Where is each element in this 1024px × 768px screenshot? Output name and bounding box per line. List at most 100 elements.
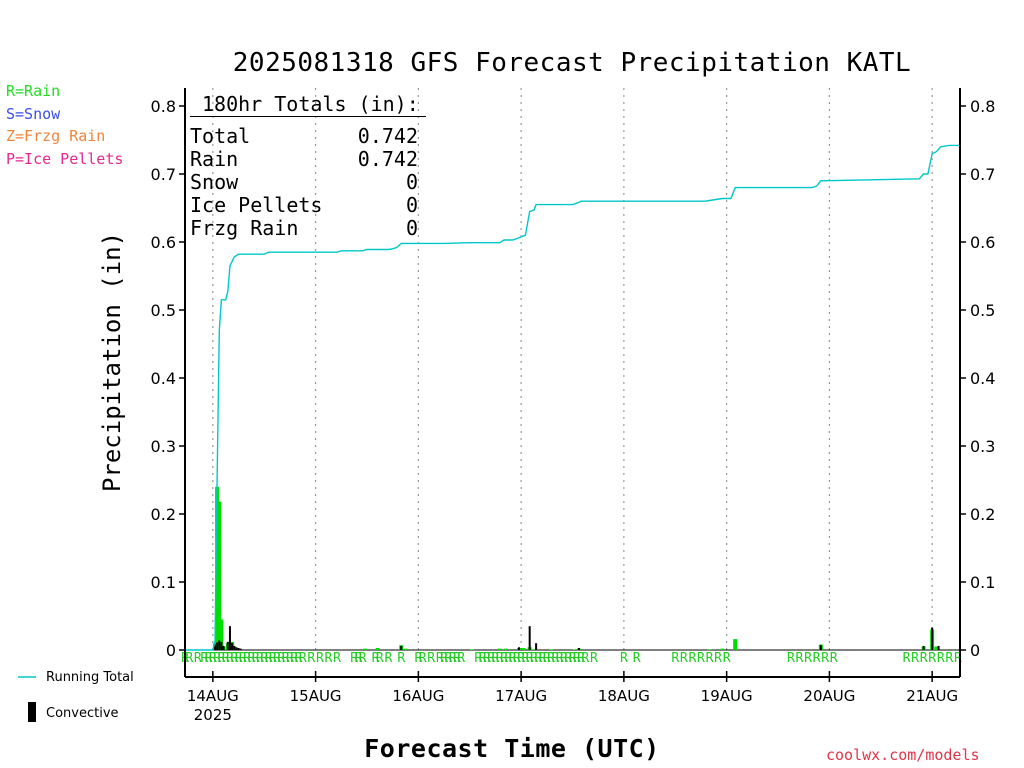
totals-underline <box>190 116 426 117</box>
precip-bars <box>212 486 939 650</box>
ptype-label: R <box>299 651 307 666</box>
ptype-label: R <box>688 651 696 666</box>
y-tick-label-left: 0 <box>166 641 176 660</box>
convective-bar <box>937 645 940 650</box>
precip-bar <box>549 649 554 650</box>
ptype-label: R <box>256 651 264 666</box>
ptype-label: R <box>359 651 367 666</box>
ptype-label: R <box>185 651 193 666</box>
x-tick-label: 21AUG <box>906 687 958 705</box>
convective-bar <box>216 642 219 650</box>
ptype-label: R <box>633 651 641 666</box>
ptype-label: R <box>577 651 585 666</box>
x-tick-label: 15AUG <box>290 687 342 705</box>
ptype-label: R <box>543 651 551 666</box>
ptype-label: R <box>620 651 628 666</box>
x-tick-label: 20AUG <box>803 687 855 705</box>
ptype-label: R <box>920 651 928 666</box>
ptype-label: R <box>911 651 919 666</box>
convective-bar <box>528 626 531 650</box>
precip-bar <box>217 501 222 650</box>
convective-bar <box>535 643 538 650</box>
x-tick-sublabel: 2025 <box>194 706 232 724</box>
y-tick-label-left: 0.4 <box>151 369 176 388</box>
ptype-label: R <box>564 651 572 666</box>
convective-bar <box>220 641 223 650</box>
ptype-label: R <box>680 651 688 666</box>
totals-label: Rain <box>190 147 239 171</box>
totals-value: 0.742 <box>357 147 418 171</box>
precip-bar <box>707 649 712 650</box>
running-total-line <box>185 144 960 651</box>
ptype-label: R <box>397 651 405 666</box>
convective-bar <box>228 626 231 650</box>
ptype-label: R <box>723 651 731 666</box>
totals-value: 0 <box>405 193 418 217</box>
precip-bar <box>215 486 220 650</box>
credit-text: coolwx.com/models <box>826 746 980 764</box>
x-tick-label: 14AUG <box>187 687 239 705</box>
ptype-label: R <box>954 651 962 666</box>
chart-title: 2025081318 GFS Forecast Precipitation KA… <box>232 48 912 78</box>
ptype-label: R <box>217 651 225 666</box>
ptype-label: R <box>286 651 294 666</box>
ptype-label: R <box>213 651 221 666</box>
x-tick-label: 18AUG <box>598 687 650 705</box>
y-tick-label-left: 0.7 <box>151 165 176 184</box>
totals-value: 0 <box>405 216 418 240</box>
precip-bar <box>497 648 502 650</box>
ptype-label: R <box>487 651 495 666</box>
precip-bar <box>362 648 367 650</box>
convective-bar <box>577 647 580 650</box>
ptype-label: R <box>671 651 679 666</box>
ptype-label: R <box>569 651 577 666</box>
ptype-label: R <box>474 651 482 666</box>
ptype-label: R <box>316 651 324 666</box>
x-tick-label: 19AUG <box>701 687 753 705</box>
convective-bar <box>213 644 216 650</box>
convective-bar <box>931 627 934 650</box>
y-tick-label-left: 0.3 <box>151 437 176 456</box>
precip-bar <box>733 639 738 650</box>
ptype-label: R <box>200 651 208 666</box>
x-tick-label: 17AUG <box>495 687 547 705</box>
convective-bar <box>517 647 520 650</box>
ptype-label: R <box>282 651 290 666</box>
ptype-label: R <box>230 651 238 666</box>
totals-value: 0.742 <box>357 124 418 148</box>
ptype-label: R <box>539 651 547 666</box>
ptype-label: R <box>252 651 260 666</box>
ptype-label: R <box>222 651 230 666</box>
ptype-label: R <box>513 651 521 666</box>
ptype-label: R <box>903 651 911 666</box>
ptype-label: R <box>556 651 564 666</box>
ptype-label: R <box>706 651 714 666</box>
ptype-label: R <box>205 651 213 666</box>
ptype-label: R <box>457 651 465 666</box>
ptype-label: R <box>590 651 598 666</box>
legend-frzg-rain: Z=Frzg Rain <box>6 127 106 145</box>
ptype-label: R <box>796 651 804 666</box>
y-tick-label-left: 0.5 <box>151 301 176 320</box>
ptype-label: R <box>295 651 303 666</box>
ptype-label: R <box>239 651 247 666</box>
ptype-label: R <box>209 651 217 666</box>
ptype-label: R <box>526 651 534 666</box>
ptype-label: R <box>444 651 452 666</box>
ptype-label: R <box>440 651 448 666</box>
running-total-legend-label: Running Total <box>46 670 134 685</box>
ptype-label: R <box>813 651 821 666</box>
precip-bar <box>521 647 526 650</box>
ptype-label: R <box>504 651 512 666</box>
ptype-label: R <box>372 651 380 666</box>
ptype-label: R <box>350 651 358 666</box>
precip-bar <box>375 647 380 650</box>
ptype-label: R <box>551 651 559 666</box>
totals-label: Snow <box>190 170 239 194</box>
convective-legend-label: Convective <box>46 706 119 721</box>
y-tick-label-left: 0.1 <box>151 573 176 592</box>
totals-label: Frzg Rain <box>190 216 299 240</box>
ptype-label: R <box>500 651 508 666</box>
ptype-label: R <box>937 651 945 666</box>
